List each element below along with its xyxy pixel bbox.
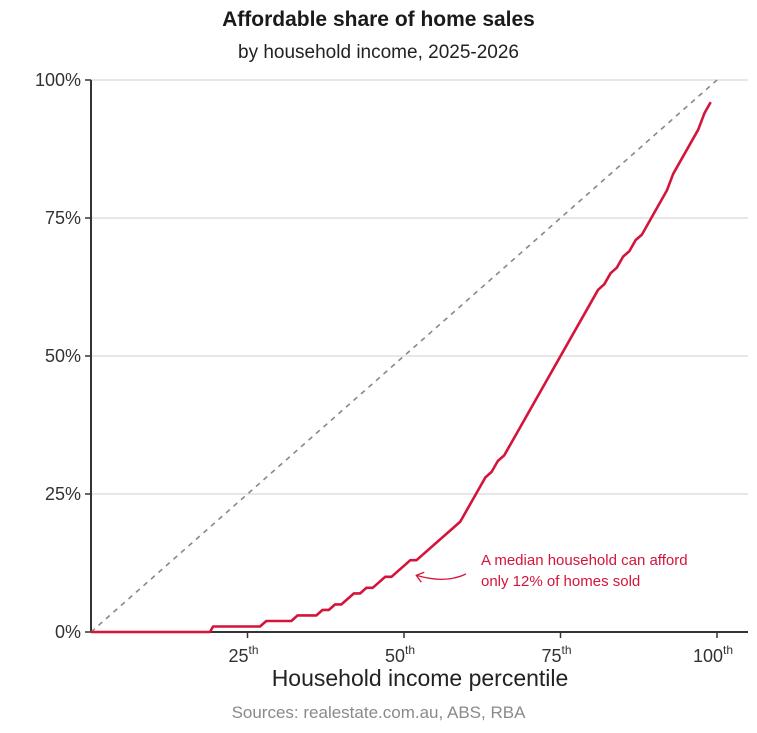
x-tick-label: 75th xyxy=(541,643,571,666)
source-note: Sources: realestate.com.au, ABS, RBA xyxy=(231,703,526,722)
chart-title: Affordable share of home sales xyxy=(222,8,535,31)
annotation: A median household can afford only 12% of… xyxy=(415,552,688,590)
grid xyxy=(91,79,748,495)
y-tick-label: 75% xyxy=(45,208,81,228)
annotation-arrowhead xyxy=(415,571,425,583)
tick-labels: 0% 25% 50% 75% 100% 25th 50th 75th 100th xyxy=(35,70,733,666)
series-layer xyxy=(90,79,718,634)
x-tick-label: 50th xyxy=(385,643,415,666)
x-axis-label: Household income percentile xyxy=(272,665,569,691)
x-tick-label: 25th xyxy=(228,643,258,666)
series-line-0 xyxy=(91,101,712,634)
y-tick-label: 0% xyxy=(55,622,81,642)
annotation-text: only 12% of homes sold xyxy=(481,573,640,590)
y-tick-label: 100% xyxy=(35,70,81,90)
y-tick-label: 50% xyxy=(45,346,81,366)
y-tick-label: 25% xyxy=(45,484,81,504)
chart-subtitle: by household income, 2025-2026 xyxy=(238,42,519,63)
annotation-arrow xyxy=(416,573,467,580)
x-tick-label: 100th xyxy=(693,643,733,666)
annotation-text: A median household can afford xyxy=(481,552,688,569)
